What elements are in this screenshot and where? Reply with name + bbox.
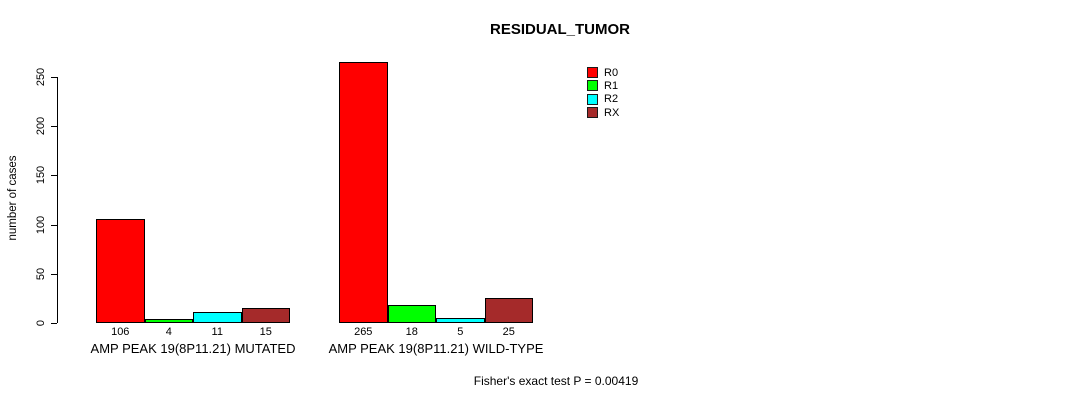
y-tick-label: 50 bbox=[35, 267, 47, 280]
legend-label: R1 bbox=[604, 79, 619, 92]
y-tick-label: 0 bbox=[35, 319, 47, 327]
group-label: AMP PEAK 19(8P11.21) WILD-TYPE bbox=[328, 341, 544, 356]
y-tick bbox=[51, 126, 57, 128]
y-tick-label: 100 bbox=[35, 215, 47, 234]
bar-value-label: 106 bbox=[111, 326, 130, 338]
legend-item: R0 bbox=[587, 66, 619, 79]
legend-label: R2 bbox=[604, 93, 619, 106]
bar-rx-group2 bbox=[484, 298, 533, 323]
y-tick bbox=[51, 273, 57, 275]
legend-item: R2 bbox=[587, 93, 619, 106]
y-tick-label: 250 bbox=[35, 67, 47, 87]
y-tick bbox=[51, 323, 57, 324]
y-tick bbox=[51, 77, 57, 78]
bar-value-label: 11 bbox=[211, 326, 223, 338]
legend-swatch-r1 bbox=[587, 80, 598, 92]
bar-r2-group2 bbox=[436, 318, 485, 323]
bar-r0-group2 bbox=[339, 62, 388, 323]
bar-value-label: 15 bbox=[259, 326, 272, 338]
y-tick-label: 200 bbox=[35, 117, 47, 136]
legend-swatch-rx bbox=[587, 107, 598, 119]
bar-r1-group2 bbox=[387, 305, 436, 323]
legend-swatch-r0 bbox=[587, 67, 598, 79]
bar-value-label: 5 bbox=[457, 326, 464, 338]
bar-value-label: 265 bbox=[354, 326, 373, 338]
group-label: AMP PEAK 19(8P11.21) MUTATED bbox=[90, 341, 296, 356]
y-axis-label: number of cases bbox=[7, 155, 19, 241]
bar-value-label: 18 bbox=[405, 326, 418, 338]
y-tick-label: 150 bbox=[35, 166, 47, 185]
bar-value-label: 4 bbox=[165, 326, 172, 338]
y-tick bbox=[51, 175, 57, 177]
legend-label: RX bbox=[604, 106, 620, 119]
bar-value-label: 25 bbox=[502, 326, 515, 338]
bar-r1-group1 bbox=[144, 319, 193, 323]
bar-r0-group1 bbox=[96, 218, 145, 323]
stat-annotation: Fisher's exact test P = 0.00419 bbox=[473, 374, 639, 388]
legend: R0 R1 R2 RX bbox=[587, 66, 619, 119]
chart-title: RESIDUAL_TUMOR bbox=[489, 21, 631, 38]
legend-item: RX bbox=[587, 106, 619, 119]
y-axis-line bbox=[57, 77, 58, 323]
y-tick bbox=[51, 224, 57, 226]
legend-swatch-r2 bbox=[587, 93, 598, 105]
legend-label: R0 bbox=[604, 66, 619, 79]
bar-rx-group1 bbox=[241, 308, 290, 323]
legend-item: R1 bbox=[587, 79, 619, 92]
bar-r2-group1 bbox=[193, 312, 242, 323]
